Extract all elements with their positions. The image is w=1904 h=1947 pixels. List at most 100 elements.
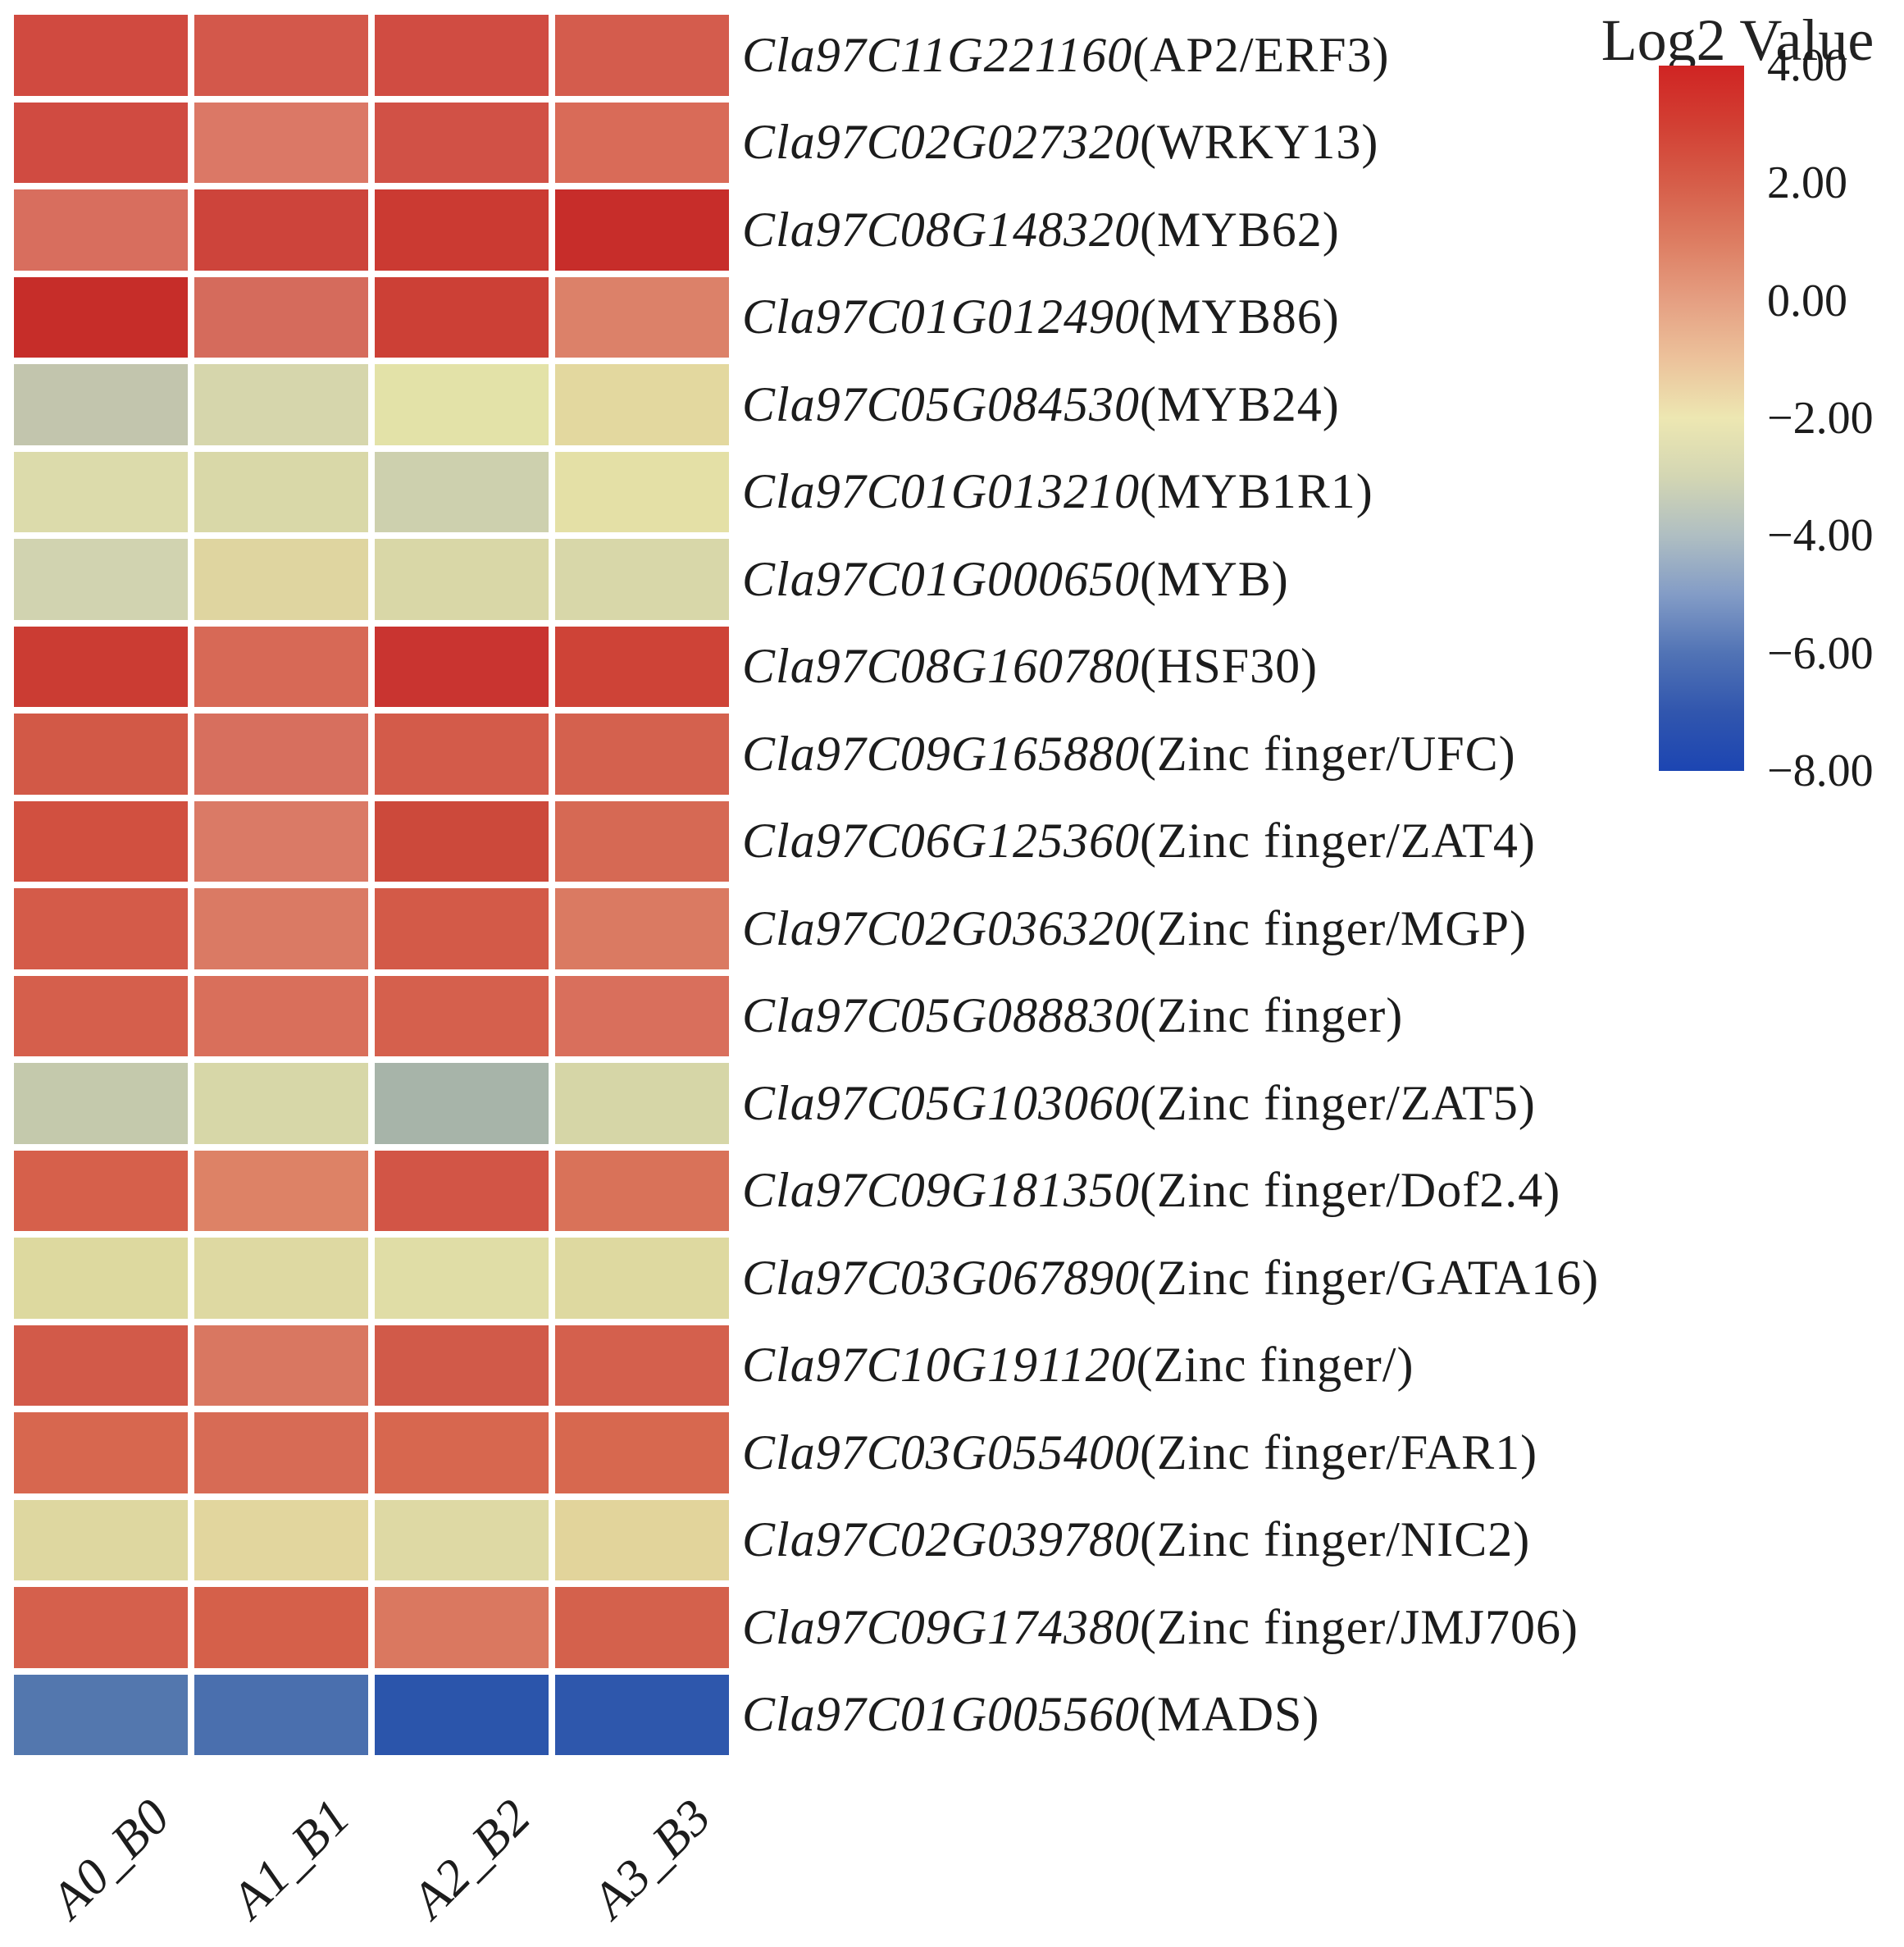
gene-id: Cla97C11G221160 (742, 28, 1133, 82)
heatmap-cell (375, 1150, 549, 1231)
heatmap-cell (375, 626, 549, 707)
heatmap-cell (14, 1150, 188, 1231)
gene-id: Cla97C03G067890 (742, 1251, 1141, 1305)
gene-row-label: Cla97C01G012490(MYB86) (742, 286, 1340, 348)
gene-row-label: Cla97C06G125360(Zinc finger/ZAT4) (742, 810, 1536, 872)
gene-row-label: Cla97C09G181350(Zinc finger/Dof2.4) (742, 1160, 1560, 1221)
colorbar-tick-label: −8.00 (1767, 746, 1874, 796)
heatmap-cell (194, 975, 368, 1056)
gene-annotation: (HSF30) (1140, 639, 1319, 693)
heatmap-cell (555, 1325, 729, 1406)
x-axis-label: A2_B2 (401, 1788, 542, 1929)
heatmap-cell (14, 626, 188, 707)
gene-row-label: Cla97C08G148320(MYB62) (742, 199, 1340, 261)
heatmap-cell (194, 1587, 368, 1668)
heatmap-cell (375, 451, 549, 532)
heatmap-cell (555, 1587, 729, 1668)
gene-id: Cla97C01G000650 (742, 552, 1141, 606)
heatmap-cell (14, 276, 188, 358)
colorbar-tick-label: −2.00 (1767, 393, 1874, 444)
gene-annotation: (Zinc finger/MGP) (1140, 901, 1527, 955)
heatmap-cell (14, 1238, 188, 1319)
gene-id: Cla97C09G181350 (742, 1163, 1141, 1217)
gene-row-label: Cla97C01G000650(MYB) (742, 549, 1289, 610)
heatmap-cell (14, 539, 188, 620)
gene-annotation: (MADS) (1140, 1687, 1320, 1741)
gene-id: Cla97C08G148320 (742, 203, 1141, 257)
heatmap-cell (555, 1674, 729, 1755)
heatmap-cell (194, 1063, 368, 1144)
gene-row-label: Cla97C05G084530(MYB24) (742, 374, 1340, 435)
heatmap-cell (375, 1325, 549, 1406)
heatmap-cell (375, 1238, 549, 1319)
gene-annotation: (MYB86) (1140, 290, 1340, 344)
gene-row-label: Cla97C02G036320(Zinc finger/MGP) (742, 898, 1527, 960)
gene-id: Cla97C09G165880 (742, 727, 1141, 781)
gene-id: Cla97C05G084530 (742, 377, 1141, 431)
heatmap-cell (14, 975, 188, 1056)
heatmap-cell (555, 975, 729, 1056)
heatmap-cell (14, 1499, 188, 1580)
gene-annotation: (Zinc finger/NIC2) (1140, 1512, 1531, 1566)
gene-id: Cla97C09G174380 (742, 1600, 1141, 1654)
gene-row-label: Cla97C10G191120(Zinc finger/) (742, 1334, 1414, 1396)
heatmap-cell (194, 451, 368, 532)
heatmap-cell (194, 1325, 368, 1406)
heatmap-cell (555, 276, 729, 358)
gene-row-label: Cla97C09G165880(Zinc finger/UFC) (742, 723, 1516, 785)
gene-annotation: (Zinc finger) (1140, 988, 1404, 1042)
colorbar-tick-label: 4.00 (1767, 40, 1847, 91)
heatmap-cell (375, 1674, 549, 1755)
gene-row-label: Cla97C03G055400(Zinc finger/FAR1) (742, 1422, 1537, 1484)
heatmap-cell (375, 102, 549, 183)
gene-id: Cla97C02G036320 (742, 901, 1141, 955)
gene-row-label: Cla97C01G005560(MADS) (742, 1684, 1319, 1745)
gene-annotation: (MYB24) (1140, 377, 1340, 431)
gene-annotation: (AP2/ERF3) (1132, 28, 1390, 82)
gene-annotation: (Zinc finger/ZAT4) (1140, 814, 1536, 868)
heatmap-cell (555, 1499, 729, 1580)
heatmap-cell (14, 714, 188, 795)
heatmap-cell (194, 276, 368, 358)
heatmap-cell (14, 364, 188, 445)
gene-id: Cla97C03G055400 (742, 1425, 1141, 1480)
gene-row-label: Cla97C09G174380(Zinc finger/JMJ706) (742, 1597, 1578, 1658)
heatmap-cell (194, 1499, 368, 1580)
gene-annotation: (Zinc finger/GATA16) (1140, 1251, 1600, 1305)
gene-row-label: Cla97C02G027320(WRKY13) (742, 112, 1378, 173)
gene-row-label: Cla97C05G088830(Zinc finger) (742, 985, 1403, 1046)
heatmap-cell (555, 15, 729, 96)
heatmap-cell (194, 626, 368, 707)
heatmap-cell (555, 1150, 729, 1231)
heatmap-cell (375, 975, 549, 1056)
heatmap-cell (555, 1238, 729, 1319)
gene-id: Cla97C02G027320 (742, 115, 1141, 169)
gene-row-label: Cla97C01G013210(MYB1R1) (742, 461, 1373, 522)
gene-row-label: Cla97C08G160780(HSF30) (742, 636, 1318, 697)
gene-annotation: (Zinc finger/FAR1) (1140, 1425, 1538, 1480)
colorbar-gradient (1659, 66, 1744, 771)
heatmap-cell (194, 539, 368, 620)
heatmap-cell (194, 364, 368, 445)
heatmap-cell (375, 364, 549, 445)
heatmap-cell (194, 888, 368, 969)
gene-annotation: (Zinc finger/) (1136, 1338, 1414, 1392)
heatmap-cell (14, 1325, 188, 1406)
x-axis-label: A3_B3 (581, 1788, 722, 1929)
heatmap-cell (555, 189, 729, 271)
heatmap-cell (14, 189, 188, 271)
gene-row-label: Cla97C11G221160(AP2/ERF3) (742, 25, 1390, 86)
gene-annotation: (Zinc finger/Dof2.4) (1140, 1163, 1561, 1217)
heatmap-cell (375, 1499, 549, 1580)
heatmap-cell (14, 888, 188, 969)
heatmap-cell (555, 800, 729, 882)
gene-annotation: (MYB) (1140, 552, 1289, 606)
colorbar-tick-label: 2.00 (1767, 157, 1847, 208)
heatmap-cell (375, 714, 549, 795)
gene-id: Cla97C06G125360 (742, 814, 1141, 868)
heatmap-cell (14, 102, 188, 183)
colorbar-tick-label: −6.00 (1767, 628, 1874, 679)
heatmap-cell (555, 1412, 729, 1493)
gene-row-label: Cla97C02G039780(Zinc finger/NIC2) (742, 1509, 1530, 1571)
